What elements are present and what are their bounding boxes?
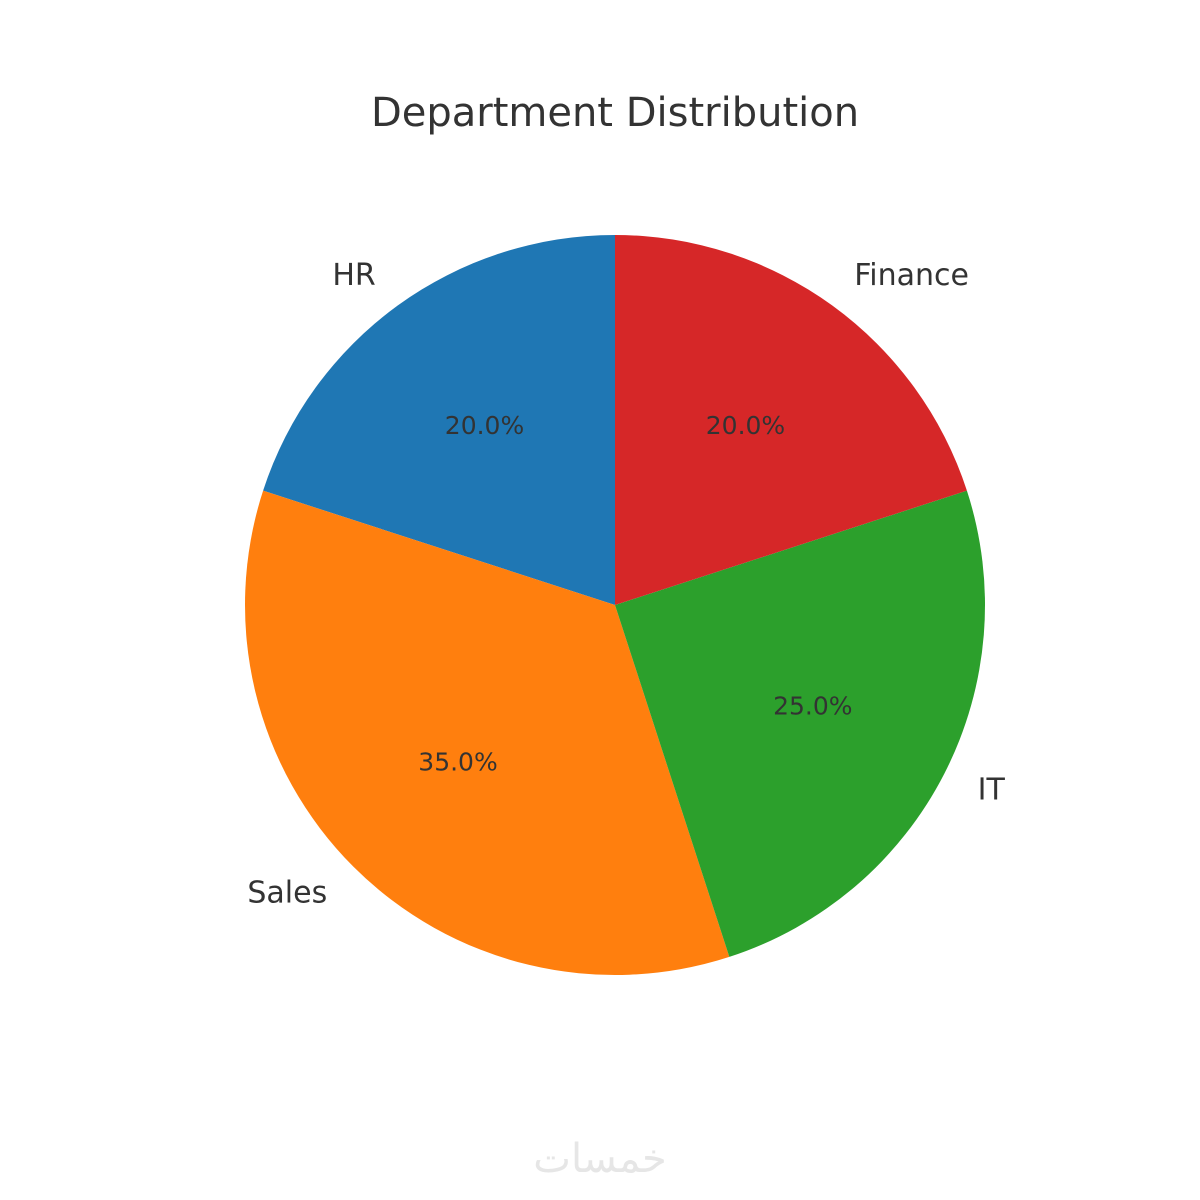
pie-labels: HR 20.0% Sales 35.0% IT 25.0% Finance 20.0%: [247, 258, 1005, 910]
watermark-logo: خمسات: [533, 1136, 666, 1182]
chart-title: Department Distribution: [371, 90, 859, 136]
pie-slice-it: [615, 490, 986, 957]
pie-slices: [244, 235, 986, 976]
pie-slice-hr: [263, 235, 615, 605]
pie-slice-sales: [244, 490, 730, 976]
slice-label-hr: HR: [332, 258, 375, 293]
pie-slice-finance: [615, 235, 967, 605]
slice-label-sales: Sales: [247, 875, 327, 910]
slice-label-it: IT: [978, 772, 1006, 807]
slice-label-finance: Finance: [854, 258, 969, 293]
percent-label-sales: 35.0%: [418, 747, 497, 776]
percent-label-finance: 20.0%: [706, 411, 785, 440]
percent-label-hr: 20.0%: [445, 411, 524, 440]
percent-label-it: 25.0%: [773, 691, 852, 720]
